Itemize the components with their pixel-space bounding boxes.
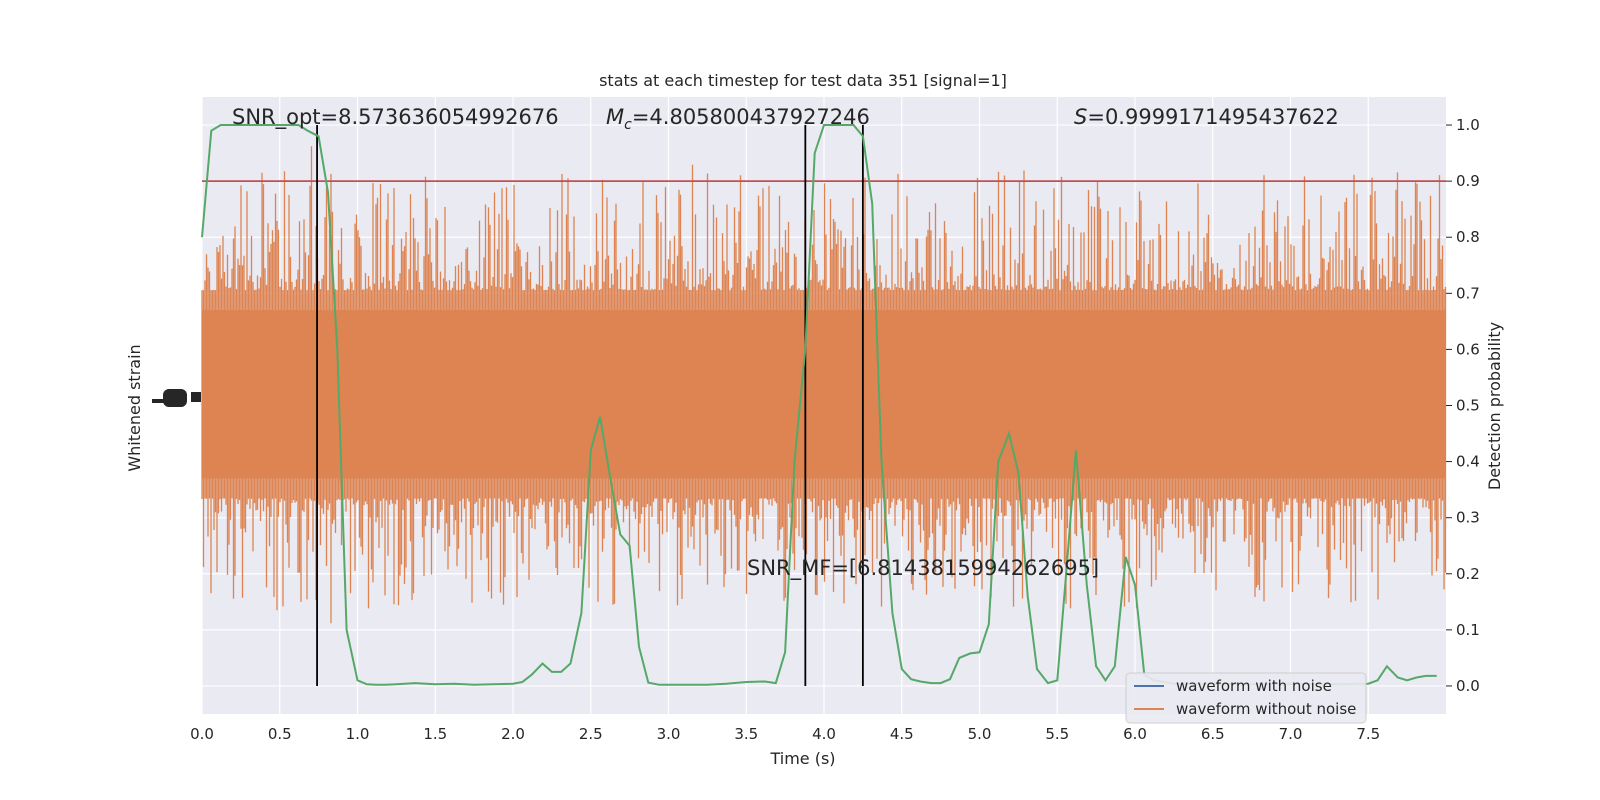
- y-tick-label: 0.8: [1456, 228, 1480, 246]
- y-tick-label: 0.2: [1456, 565, 1480, 583]
- x-axis-label: Time (s): [769, 749, 835, 768]
- y-tick-label: 0.5: [1456, 397, 1480, 415]
- y-tick-label: 0.3: [1456, 509, 1480, 527]
- x-tick-label: 3.0: [657, 725, 681, 743]
- y-tick-label: 0.1: [1456, 621, 1480, 639]
- s-value: =0.9999171495437622: [1087, 105, 1338, 129]
- x-tick-label: 2.5: [579, 725, 603, 743]
- right-y-axis-label: Detection probability: [1485, 322, 1504, 490]
- x-tick-label: 7.5: [1356, 725, 1380, 743]
- legend: waveform with noise waveform without noi…: [1125, 672, 1367, 724]
- x-tick-label: 5.0: [968, 725, 992, 743]
- x-axis-ticks: 0.0 0.5 1.0 1.5 2.0 2.5 3.0 3.5 4.0 4.5 5.0 5.5 6.0 6…: [190, 725, 1380, 743]
- y-tick-label: 1.0: [1456, 116, 1480, 134]
- x-tick-label: 4.5: [890, 725, 914, 743]
- detection-probability-series: [201, 124, 1437, 686]
- y-tick-label: 0.0: [1456, 677, 1480, 695]
- legend-label-without-noise: waveform without noise: [1176, 700, 1356, 718]
- x-tick-label: 4.0: [812, 725, 836, 743]
- chirp-mass-symbol: M: [606, 105, 624, 129]
- x-tick-label: 3.5: [734, 725, 758, 743]
- noise-trace: [201, 146, 1447, 624]
- x-tick-label: 2.0: [501, 725, 525, 743]
- snr-mf-annotation: SNR_MF=[6.814381599426269­5]: [747, 556, 1099, 581]
- snr-opt-annotation: SNR_opt=8.573636054992676: [232, 105, 559, 130]
- s-annotation: S=0.9999171495437622: [1074, 105, 1339, 129]
- x-tick-label: 0.0: [190, 725, 214, 743]
- chart-title: stats at each timestep for test data 351…: [599, 71, 1007, 90]
- right-y-axis-ticks: 0.0 0.1 0.2 0.3 0.4 0.5 0.6 0.7 0.8 0.9 1.0: [1446, 116, 1480, 695]
- y-tick-label: 0.9: [1456, 172, 1480, 190]
- y-tick-label: 0.7: [1456, 284, 1480, 302]
- x-tick-label: 0.5: [268, 725, 292, 743]
- x-tick-label: 1.5: [423, 725, 447, 743]
- y-tick-label: 0.4: [1456, 453, 1480, 471]
- event-markers: [316, 125, 864, 686]
- left-axis-overlapping-ticks: [152, 389, 201, 407]
- chirp-mass-value: =4.805800437927246: [632, 105, 870, 129]
- legend-box: [1125, 672, 1367, 724]
- legend-label-with-noise: waveform with noise: [1176, 677, 1332, 695]
- x-tick-label: 6.0: [1123, 725, 1147, 743]
- y-tick-label: 0.6: [1456, 340, 1480, 358]
- chirp-mass-annotation: Mc=4.805800437927246: [606, 105, 870, 133]
- waveform-without-noise-series: [201, 146, 1447, 624]
- x-tick-label: 7.0: [1279, 725, 1303, 743]
- x-tick-label: 1.0: [346, 725, 370, 743]
- chirp-mass-subscript: c: [624, 117, 632, 133]
- s-symbol: S: [1074, 105, 1087, 129]
- x-tick-label: 6.5: [1201, 725, 1225, 743]
- left-y-axis-label: Whitened strain: [125, 344, 144, 471]
- x-tick-label: 5.5: [1045, 725, 1069, 743]
